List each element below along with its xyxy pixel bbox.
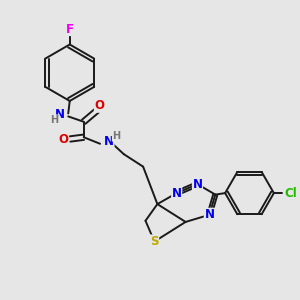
Text: N: N — [193, 178, 202, 191]
Text: H: H — [112, 131, 120, 141]
Text: N: N — [172, 187, 182, 200]
Text: N: N — [204, 208, 214, 221]
Text: N: N — [55, 107, 65, 121]
Text: H: H — [50, 115, 58, 125]
Text: O: O — [94, 99, 104, 112]
Text: O: O — [58, 133, 68, 146]
Text: Cl: Cl — [284, 187, 297, 200]
Text: S: S — [150, 235, 159, 248]
Text: N: N — [104, 136, 114, 148]
Text: F: F — [66, 22, 74, 35]
